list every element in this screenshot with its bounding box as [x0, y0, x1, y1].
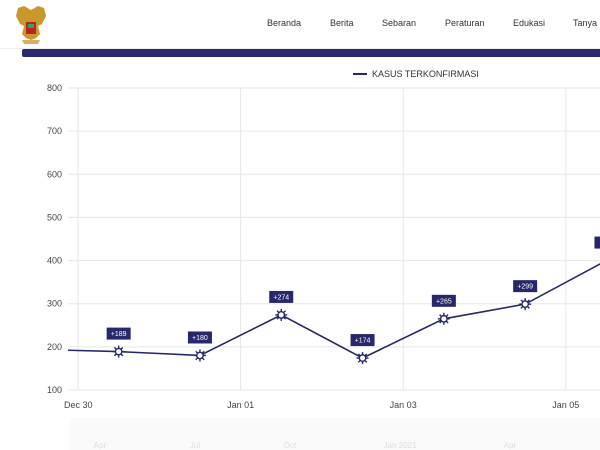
- legend[interactable]: KASUS TERKONFIRMASI: [353, 69, 479, 79]
- nav-berita[interactable]: Berita: [330, 18, 354, 28]
- series-confirmed: +189 +180 +274 +174 +265 +299: [31, 236, 600, 365]
- x-tick-label: Jan 05: [552, 400, 579, 410]
- svg-text:+299: +299: [517, 284, 533, 291]
- data-point-virus-icon[interactable]: [31, 343, 43, 355]
- navigator-label: Jan 2021: [384, 441, 417, 450]
- legend-label: KASUS TERKONFIRMASI: [372, 69, 479, 79]
- y-tick-label: 100: [47, 385, 62, 395]
- y-axis: 100 200 300 400 500 600 700 800: [47, 83, 62, 395]
- navigator-labels: Apr Jul Oct Jan 2021 Apr: [94, 441, 517, 450]
- data-point-virus-icon[interactable]: [112, 345, 125, 358]
- y-tick-label: 800: [47, 83, 62, 93]
- accent-bar: [22, 49, 600, 57]
- svg-text:+274: +274: [273, 294, 289, 301]
- svg-text:+265: +265: [436, 298, 452, 305]
- data-label: +180: [187, 331, 212, 344]
- data-label: +274: [269, 290, 294, 303]
- y-tick-label: 700: [47, 126, 62, 136]
- svg-text:+189: +189: [111, 331, 127, 338]
- data-label: +174: [350, 334, 375, 347]
- x-tick-label: Dec 30: [64, 400, 93, 410]
- data-point-virus-icon[interactable]: [437, 312, 450, 325]
- navigator-label: Oct: [284, 441, 297, 450]
- x-axis: Dec 30 Jan 01 Jan 03 Jan 05: [64, 400, 579, 410]
- svg-text:+180: +180: [192, 335, 208, 342]
- navigator-label: Jul: [190, 441, 200, 450]
- y-tick-label: 300: [47, 299, 62, 309]
- data-label: +265: [431, 294, 456, 307]
- nav-edukasi[interactable]: Edukasi: [513, 18, 546, 28]
- y-tick-label: 500: [47, 212, 62, 222]
- navigator[interactable]: [70, 418, 600, 450]
- data-point-virus-icon[interactable]: [193, 349, 206, 362]
- y-tick-label: 200: [47, 342, 62, 352]
- data-point-virus-icon[interactable]: [519, 298, 532, 311]
- data-point-virus-icon[interactable]: [356, 352, 369, 365]
- navigator-label: Apr: [94, 441, 107, 450]
- nav-beranda[interactable]: Beranda: [267, 18, 302, 28]
- site-header: Beranda Berita Sebaran Peraturan Edukasi…: [0, 0, 600, 49]
- garuda-logo[interactable]: [12, 4, 50, 46]
- svg-text:+174: +174: [355, 338, 371, 345]
- data-label: +299: [513, 280, 538, 293]
- nav-sebaran[interactable]: Sebaran: [382, 18, 417, 28]
- grid: [68, 87, 600, 391]
- data-label: +189: [106, 327, 131, 340]
- x-tick-label: Jan 03: [390, 400, 417, 410]
- y-tick-label: 600: [47, 169, 62, 179]
- y-tick-label: 400: [47, 256, 62, 266]
- data-point-virus-icon[interactable]: [275, 308, 288, 321]
- series-line: [68, 263, 600, 359]
- nav-peraturan[interactable]: Peraturan: [445, 18, 485, 28]
- x-tick-label: Jan 01: [227, 400, 254, 410]
- nav-tanya[interactable]: Tanya: [573, 18, 598, 28]
- data-label: [594, 236, 600, 249]
- navigator-label: Apr: [504, 441, 517, 450]
